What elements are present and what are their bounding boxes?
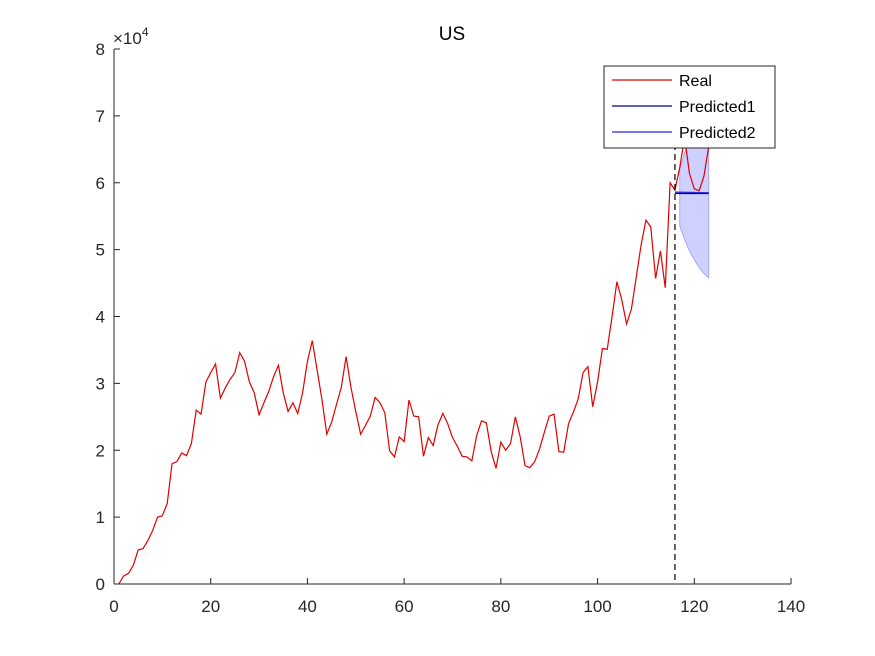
series-line-predicted2 (674, 191, 709, 194)
y-axis-exponent: ×104 (113, 25, 149, 48)
y-tick-label: 4 (96, 308, 105, 327)
x-tick-label: 80 (491, 597, 510, 616)
x-tick-label: 100 (583, 597, 611, 616)
legend-label-real: Real (679, 73, 712, 90)
x-tick-label: 20 (201, 597, 220, 616)
y-tick-label: 8 (96, 40, 105, 59)
series-layer (118, 137, 710, 585)
y-tick-label: 2 (96, 441, 105, 460)
axes-layer: 0 20 40 60 80 100 120 140 0 1 2 3 4 5 6 7 8 (96, 40, 806, 616)
chart-title: US (439, 24, 465, 45)
y-tick-label: 5 (96, 241, 105, 260)
x-tick-label: 120 (680, 597, 708, 616)
legend: Real Predicted1 Predicted2 (603, 65, 776, 149)
x-tick-label: 0 (109, 597, 118, 616)
y-tick-label: 7 (96, 107, 105, 126)
y-tick-label: 0 (96, 575, 105, 594)
x-tick-label: 60 (395, 597, 414, 616)
legend-label-predicted2: Predicted2 (679, 125, 756, 142)
y-tick-label: 3 (96, 374, 105, 393)
x-tick-label: 140 (777, 597, 805, 616)
y-axis-exponent-base: ×10 (113, 29, 142, 48)
y-tick-label: 1 (96, 508, 105, 527)
legend-label-predicted1: Predicted1 (679, 99, 756, 116)
x-tick-label: 40 (298, 597, 317, 616)
series-line-real (118, 137, 710, 585)
y-axis-exponent-power: 4 (142, 25, 149, 39)
y-tick-label: 6 (96, 174, 105, 193)
